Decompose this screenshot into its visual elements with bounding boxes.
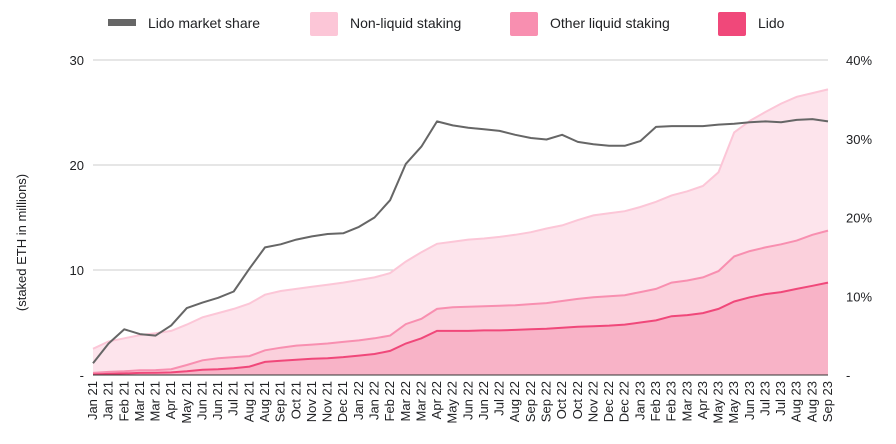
- area-other-liquid-staking: [93, 230, 828, 375]
- x-tick-label: Jun 23: [742, 381, 757, 420]
- y-axis-title: (staked ETH in millions): [14, 174, 29, 311]
- x-tick-label: Feb 23: [664, 381, 679, 421]
- x-tick-label: Feb 21: [116, 381, 131, 421]
- legend-swatch-lido: [718, 12, 746, 36]
- legend-swatch-other-liquid-staking: [510, 12, 538, 36]
- x-tick-label: Sep 21: [273, 381, 288, 422]
- legend-swatch-non-liquid-staking: [310, 12, 338, 36]
- x-tick-label: Jul 21: [226, 381, 241, 416]
- legend-label-non-liquid-staking: Non-liquid staking: [350, 15, 461, 31]
- axes: - 10 20 30 - 10% 20% 30% 40% (staked ETH in milli…: [14, 53, 872, 424]
- x-tick-label: Aug 23: [804, 381, 819, 422]
- x-tick-label: Jan 21: [101, 381, 116, 420]
- line-non-liquid-staking: [92, 88, 829, 350]
- x-tick-label: Jun 22: [460, 381, 475, 420]
- y-left-tick-label: 10: [70, 263, 84, 278]
- x-tick-label: May 23: [726, 381, 741, 424]
- x-tick-label: Apr 22: [429, 381, 444, 419]
- y-right-tick-label: 10%: [846, 289, 872, 304]
- x-tick-label: May 21: [179, 381, 194, 424]
- x-tick-label: Jul 23: [757, 381, 772, 416]
- x-tick-label: Jun 21: [195, 381, 210, 420]
- x-tick-label: Nov 22: [585, 381, 600, 422]
- y-left-tick-label: 30: [70, 53, 84, 68]
- x-tick-label: Apr 23: [695, 381, 710, 419]
- legend-swatch-lido-market-share: [108, 19, 136, 26]
- x-tick-label: Oct 22: [570, 381, 585, 419]
- x-tick-label: Oct 21: [288, 381, 303, 419]
- legend-label-lido: Lido: [758, 15, 785, 31]
- x-tick-label: Mar 23: [679, 381, 694, 421]
- x-tick-label: Jan 22: [351, 381, 366, 420]
- line-other-liquid-staking: [92, 229, 829, 374]
- x-tick-label: May 22: [445, 381, 460, 424]
- x-tick-label: Sep 22: [523, 381, 538, 422]
- x-tick-label: Nov 21: [304, 381, 319, 422]
- market-share-line-group: [92, 118, 829, 364]
- x-tick-label: Sep 23: [820, 381, 835, 422]
- x-tick-label: Jun 22: [476, 381, 491, 420]
- x-tick-label: Oct 22: [554, 381, 569, 419]
- x-tick-label: Feb 23: [648, 381, 663, 421]
- x-tick-label: Dec 21: [335, 381, 350, 422]
- area-lido: [93, 282, 828, 375]
- x-tick-label: Aug 21: [241, 381, 256, 422]
- y-right-tick-label: 30%: [846, 132, 872, 147]
- x-tick-label: Aug 23: [789, 381, 804, 422]
- x-tick-label: Mar 22: [413, 381, 428, 421]
- x-tick-label: Dec 22: [601, 381, 616, 422]
- x-tick-label: Jan 23: [632, 381, 647, 420]
- x-tick-label: May 23: [711, 381, 726, 424]
- stacked-areas: [92, 88, 829, 376]
- x-tick-label: Jul 23: [773, 381, 788, 416]
- y-right-tick-label: -: [846, 368, 850, 383]
- line-lido-market-share: [92, 118, 829, 364]
- x-tick-label: Aug 21: [257, 381, 272, 422]
- area-non-liquid-staking: [93, 89, 828, 373]
- legend-label-lido-market-share: Lido market share: [148, 15, 260, 31]
- y-left-tick-label: -: [80, 368, 84, 383]
- y-right-tick-label: 40%: [846, 53, 872, 68]
- x-tick-label: Jan 21: [85, 381, 100, 420]
- x-tick-label: Mar 22: [398, 381, 413, 421]
- y-right-tick-label: 20%: [846, 211, 872, 226]
- x-tick-label: Apr 21: [163, 381, 178, 419]
- x-tick-label: Jun 21: [210, 381, 225, 420]
- x-tick-label: Jan 22: [367, 381, 382, 420]
- x-tick-label: Feb 22: [382, 381, 397, 421]
- x-tick-label: Aug 22: [507, 381, 522, 422]
- x-tick-label: Dec 22: [617, 381, 632, 422]
- y-left-tick-label: 20: [70, 158, 84, 173]
- x-tick-label: Jul 22: [492, 381, 507, 416]
- legend-label-other-liquid-staking: Other liquid staking: [550, 15, 670, 31]
- x-tick-label: Sep 22: [539, 381, 554, 422]
- x-tick-label: Mar 21: [148, 381, 163, 421]
- x-tick-label: Nov 21: [320, 381, 335, 422]
- legend: Lido market share Non-liquid staking Other…: [108, 12, 785, 36]
- line-lido: [92, 281, 829, 376]
- x-tick-label: Mar 21: [132, 381, 147, 421]
